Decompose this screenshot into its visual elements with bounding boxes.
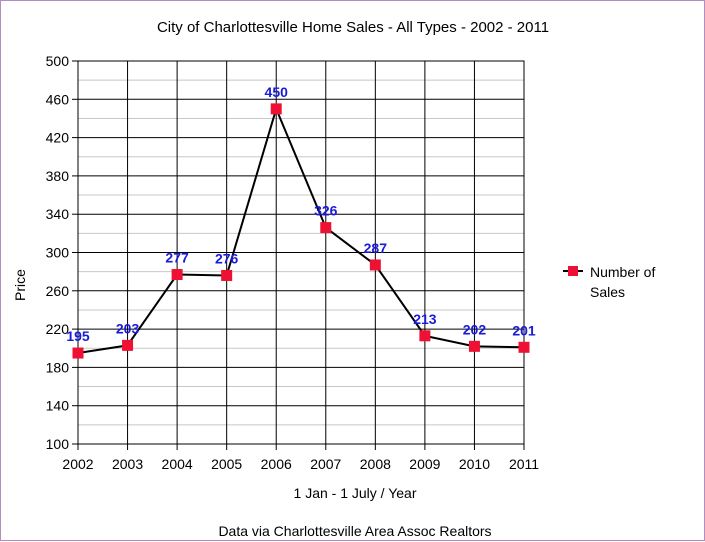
y-tick-label: 460 [46,91,70,107]
data-point [122,339,134,351]
data-label: 201 [512,322,536,338]
series-line [77,105,525,355]
legend-marker [568,266,578,276]
y-tick-label: 380 [46,168,70,184]
data-label: 277 [165,250,189,266]
chart-footer: Data via Charlottesville Area Assoc Real… [218,523,491,539]
y-axis-label: Price [12,269,28,301]
chart-title: City of Charlottesville Home Sales - All… [157,19,549,36]
data-label: 326 [314,203,338,219]
x-tick-label: 2009 [409,456,440,472]
grid [77,60,525,445]
data-point [270,103,282,115]
data-label: 213 [413,311,437,327]
y-tick-label: 140 [46,398,70,414]
data-point [320,222,332,234]
x-axis-label: 1 Jan - 1 July / Year [294,485,417,501]
data-point [369,259,381,271]
y-tick-label: 260 [46,283,70,299]
legend-label-line-2: Sales [590,284,625,300]
y-tick-label: 420 [46,130,70,146]
x-tick-label: 2005 [211,456,242,472]
x-tick-label: 2007 [310,456,341,472]
data-label: 202 [463,321,487,337]
data-point [468,340,480,352]
y-tick-label: 340 [46,206,70,222]
x-tick-label: 2008 [360,456,391,472]
y-tick-label: 500 [46,53,70,69]
x-tick-label: 2006 [261,456,292,472]
legend: Number of Sales [563,264,655,300]
data-label: 450 [265,84,289,100]
legend-label-line-1: Number of [590,264,655,280]
x-tick-label: 2004 [162,456,193,472]
y-tick-label: 220 [46,321,70,337]
data-point [221,269,233,281]
data-label: 195 [66,328,90,344]
x-tick-label: 2003 [112,456,143,472]
data-point [72,347,84,359]
y-tick-label: 100 [46,436,70,452]
x-tick-label: 2011 [509,456,539,472]
y-tick-label: 300 [46,245,70,261]
data-label: 203 [116,320,140,336]
data-label: 287 [364,240,388,256]
series-line-number-of-sales [77,105,525,355]
x-axis: 2002 2003 2004 2005 2006 2007 2008 2009 2010 2011 [62,444,539,472]
data-point [419,330,431,342]
data-point [171,269,183,281]
data-point [518,341,530,353]
data-label: 276 [215,250,239,266]
y-axis: 100 140 180 220 260 300 340 380 420 460 500 [46,53,78,452]
y-tick-label: 180 [46,359,70,375]
series-markers [72,103,530,359]
x-tick-label: 2010 [459,456,490,472]
x-tick-label: 2002 [62,456,93,472]
data-labels: 195 203 277 276 450 326 287 213 202 201 [66,84,536,344]
